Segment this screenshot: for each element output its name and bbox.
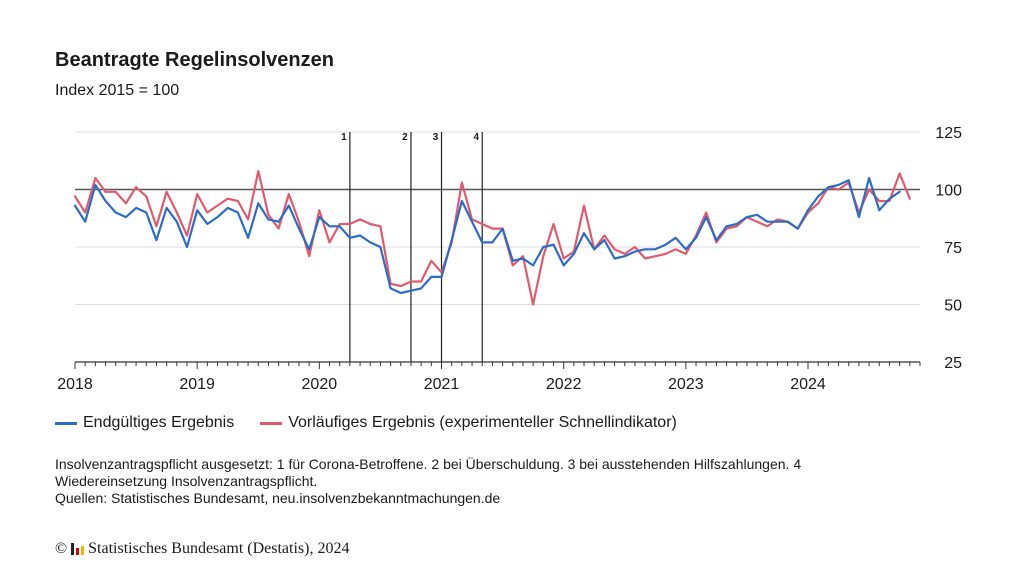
- x-tick-label-2018: 2018: [57, 376, 93, 393]
- chart-subtitle: Index 2015 = 100: [55, 82, 180, 99]
- event-marker-label-3: 3: [433, 132, 439, 143]
- copyright-line: © Statistisches Bundesamt (Destatis), 20…: [55, 540, 349, 558]
- event-marker-label-2: 2: [402, 132, 408, 143]
- y-tick-label-125: 125: [935, 125, 962, 142]
- legend-item-final[interactable]: Endgültiges Ergebnis: [55, 414, 234, 432]
- legend-label-final: Endgültiges Ergebnis: [83, 414, 235, 431]
- x-tick-label-2024: 2024: [790, 376, 826, 393]
- legend-item-preliminary[interactable]: Vorläufiges Ergebnis (experimenteller Sc…: [260, 414, 677, 432]
- x-tick-label-2021: 2021: [424, 376, 460, 393]
- event-marker-label-4: 4: [473, 132, 479, 143]
- series-line-final: [73, 176, 901, 295]
- footnote-sources: Quellen: Statistisches Bundesamt, neu.in…: [55, 490, 501, 506]
- grid-layer: [75, 131, 920, 363]
- y-tick-label-100: 100: [935, 183, 962, 200]
- copyright-text: Statistisches Bundesamt (Destatis), 2024: [88, 540, 350, 557]
- x-tick-label-2023: 2023: [668, 376, 704, 393]
- chart-notes: Insolvenzantragspflicht ausgesetzt: 1 fü…: [55, 456, 915, 507]
- x-tick-label-2019: 2019: [179, 376, 215, 393]
- legend-swatch-final: [55, 421, 77, 425]
- legend-swatch-preliminary: [260, 421, 283, 425]
- copyright-symbol: ©: [55, 540, 68, 557]
- destatis-logo-icon: [71, 543, 85, 555]
- marker-layer: 1 2 3 4: [341, 132, 483, 362]
- y-tick-label-50: 50: [944, 298, 962, 315]
- event-marker-label-1: 1: [341, 132, 347, 143]
- y-tick-label-75: 75: [944, 240, 962, 257]
- legend-label-preliminary: Vorläufiges Ergebnis (experimenteller Sc…: [288, 414, 677, 431]
- chart-title: Beantragte Regelinsolvenzen: [55, 49, 334, 71]
- footnote-markers: Insolvenzantragspflicht ausgesetzt: 1 fü…: [55, 456, 802, 489]
- axis-layer: 25 50 75 100 125 2018 2019 2020 2021 2022 2023 2024: [57, 125, 962, 393]
- line-chart: 1 2 3 4 25 50 75 100 125 2018 2019 2020 2021 2022 202…: [57, 125, 962, 393]
- x-tick-label-2022: 2022: [546, 376, 582, 393]
- series-line-preliminary: [73, 170, 911, 306]
- chart-legend: Endgültiges Ergebnis Vorläufiges Ergebni…: [55, 414, 703, 432]
- y-tick-label-25: 25: [944, 355, 962, 372]
- x-tick-label-2020: 2020: [302, 376, 338, 393]
- series-layer: [73, 170, 911, 306]
